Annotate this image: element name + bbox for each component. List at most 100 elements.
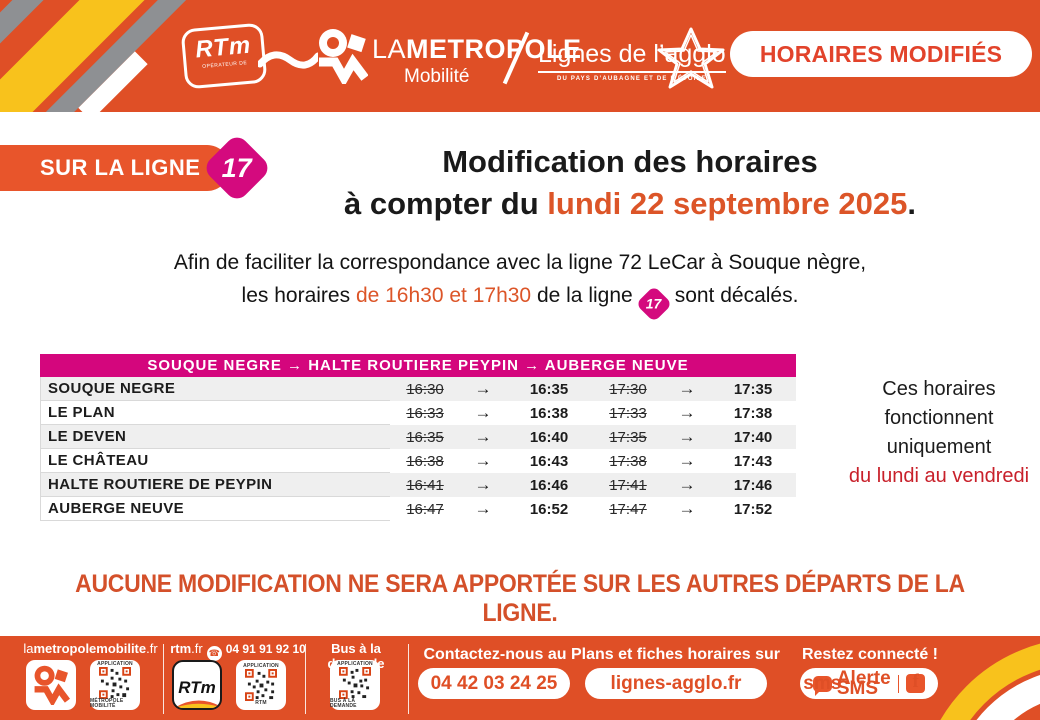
old-time-1: 16:30 xyxy=(406,380,444,398)
stop-name: SOUQUE NEGRE xyxy=(40,377,390,401)
lignes-agglo-wordmark: Lignes de l’agglo DU PAYS D’AUBAGNE ET D… xyxy=(538,40,726,82)
old-time-2: 17:35 xyxy=(609,428,647,446)
stop-name: AUBERGE NEUVE xyxy=(40,497,390,521)
lignes-agglo-title: Lignes de l’agglo xyxy=(538,40,726,73)
stop-name: LE CHÂTEAU xyxy=(40,449,390,473)
new-time-1: 16:38 xyxy=(529,404,569,422)
sur-la-ligne-banner: SUR LA LIGNE xyxy=(0,145,230,191)
arrow-icon: → xyxy=(678,379,696,398)
arrow-icon: → xyxy=(474,403,492,422)
metropole-wordmark: LAMETROPOLE Mobilité xyxy=(372,34,582,88)
qr-code-icon xyxy=(339,666,371,699)
qr-code-icon xyxy=(99,666,131,699)
bus-demande-qr-tile[interactable]: APPLICATION BUS À LA DEMANDE xyxy=(330,660,380,710)
table-row: AUBERGE NEUVE 16:47 → 16:52 17:47 → 17:5… xyxy=(40,497,796,521)
arrow-icon: → xyxy=(678,403,696,422)
old-time-2: 17:38 xyxy=(609,452,647,470)
lignes-agglo-subtitle: DU PAYS D’AUBAGNE ET DE L’ÉTOILE xyxy=(557,76,707,82)
sms-icon[interactable]: sms xyxy=(803,672,842,696)
rtm-app-tile[interactable]: RTm xyxy=(172,660,222,710)
new-time-1: 16:43 xyxy=(529,452,569,470)
line-17-number: 17 xyxy=(221,152,253,183)
new-time-2: 17:52 xyxy=(733,500,773,518)
page-title: Modification des horaires à compter du l… xyxy=(250,141,1010,225)
title-line1: Modification des horaires xyxy=(442,144,818,179)
side-note-line1: Ces horaires xyxy=(882,378,996,400)
arrow-icon: → xyxy=(678,427,696,446)
side-note-line2: fonctionnent xyxy=(884,407,994,429)
qr-caption-bottom: RTM xyxy=(255,700,267,706)
facebook-icon[interactable]: f xyxy=(906,671,926,693)
old-time-1: 16:35 xyxy=(406,428,444,446)
plans-site-url: lignes-agglo.fr xyxy=(610,672,742,694)
rtm-contact-label: rtm.fr ☎ 04 91 91 92 10 xyxy=(168,641,308,661)
old-time-1: 16:38 xyxy=(406,452,444,470)
metropole-qr-tile[interactable]: APPLICATION MÉTROPOLE MOBILITÉ xyxy=(90,660,140,710)
stop-name: HALTE ROUTIERE DE PEYPIN xyxy=(40,473,390,497)
horaires-modifies-label: HORAIRES MODIFIÉS xyxy=(759,40,1003,67)
footer-divider xyxy=(163,644,164,714)
stop-name: LE DEVEN xyxy=(40,425,390,449)
timetable: SOUQUE NEGRE → HALTE ROUTIERE PEYPIN → A… xyxy=(40,354,796,521)
qr-caption-top: APPLICATION xyxy=(243,663,279,669)
qr-caption-bottom: BUS À LA DEMANDE xyxy=(330,697,357,709)
connected-label: Restez connecté ! xyxy=(801,646,939,663)
old-time-2: 17:41 xyxy=(609,476,647,494)
contact-phone-pill[interactable]: 04 42 03 24 25 xyxy=(418,668,570,699)
metropole-site-label: lametropolemobilite.fr xyxy=(23,641,158,656)
alerte-sms-label[interactable]: Alerte SMS xyxy=(836,667,891,699)
connected-pill: sms Alerte SMS f xyxy=(800,668,938,699)
qr-caption-top: APPLICATION xyxy=(97,660,133,667)
old-time-2: 17:47 xyxy=(609,500,647,518)
footer-divider xyxy=(305,644,306,714)
contact-label: Contactez-nous au xyxy=(423,646,567,663)
table-row: HALTE ROUTIERE DE PEYPIN 16:41 → 16:46 1… xyxy=(40,473,796,497)
rtm-qr-tile[interactable]: APPLICATION RTM xyxy=(236,660,286,710)
new-time-2: 17:46 xyxy=(733,476,773,494)
title-line2: à compter du lundi 22 septembre 2025. xyxy=(344,186,916,221)
pill-separator xyxy=(897,674,900,693)
table-row: LE CHÂTEAU 16:38 → 16:43 17:38 → 17:43 xyxy=(40,449,796,473)
arrow-icon: → xyxy=(474,379,492,398)
new-time-1: 16:46 xyxy=(529,476,569,494)
qr-code-icon xyxy=(245,669,277,701)
line-17-inline-badge: 17 xyxy=(635,285,673,322)
footer-divider xyxy=(408,644,409,714)
footer-band: lametropolemobilite.fr APPLICATION MÉTRO… xyxy=(0,636,1040,720)
metropole-logo-icon xyxy=(319,29,368,84)
rtm-tile-stripes xyxy=(174,700,220,708)
new-time-2: 17:35 xyxy=(733,380,773,398)
old-time-1: 16:41 xyxy=(406,476,444,494)
arrow-icon: → xyxy=(474,475,492,494)
arrow-icon: → xyxy=(474,451,492,470)
metropole-la: LA xyxy=(372,34,407,64)
timetable-header: SOUQUE NEGRE → HALTE ROUTIERE PEYPIN → A… xyxy=(40,354,796,377)
timetable-body: SOUQUE NEGRE 16:30 → 16:35 17:30 → 17:35… xyxy=(40,377,796,521)
new-time-1: 16:35 xyxy=(529,380,569,398)
rtm-logo-text: RTm xyxy=(194,31,253,64)
metropole-mobilite: Mobilité xyxy=(404,66,470,87)
arrow-icon: → xyxy=(474,427,492,446)
old-time-2: 17:33 xyxy=(609,404,647,422)
arrow-icon: → xyxy=(678,451,696,470)
metropole-name: METROPOLE xyxy=(406,34,582,64)
old-time-2: 17:30 xyxy=(609,380,647,398)
plans-site-pill[interactable]: lignes-agglo.fr xyxy=(585,668,767,699)
table-row: LE DEVEN 16:35 → 16:40 17:35 → 17:40 xyxy=(40,425,796,449)
horaires-modifies-badge: HORAIRES MODIFIÉS xyxy=(730,31,1032,77)
side-note-days-red: du lundi au vendredi xyxy=(848,465,1030,487)
old-time-1: 16:33 xyxy=(406,404,444,422)
metropole-logo-icon xyxy=(34,665,70,705)
rtm-tile-text: RTm xyxy=(178,678,216,697)
header-band: RTm OPÉRATEUR DE LAMETROPOLE Mobilité Li… xyxy=(0,0,1040,112)
contact-phone-number: 04 42 03 24 25 xyxy=(430,672,558,694)
title-date-highlight: lundi 22 septembre 2025 xyxy=(547,186,908,221)
qr-caption-bottom: MÉTROPOLE MOBILITÉ xyxy=(90,697,124,709)
new-time-2: 17:43 xyxy=(733,452,773,470)
rtm-logo: RTm OPÉRATEUR DE xyxy=(180,22,268,90)
star-icon xyxy=(657,27,725,89)
intro-line2: les horaires de 16h30 et 17h30 de la lig… xyxy=(30,279,1010,322)
intro-line1: Afin de faciliter la correspondance avec… xyxy=(173,251,867,274)
metropole-app-tile[interactable] xyxy=(26,660,76,710)
